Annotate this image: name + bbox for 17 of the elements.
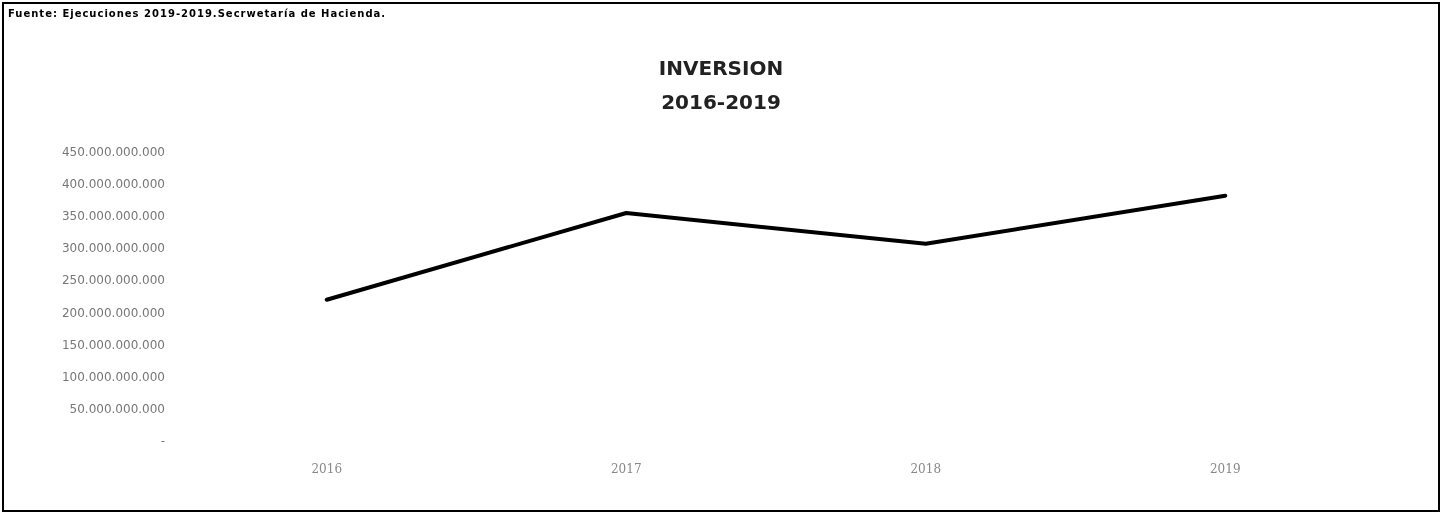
y-tick-label: 200.000.000.000 — [61, 305, 165, 320]
x-tick-label: 2019 — [1209, 462, 1241, 476]
line-series — [324, 193, 1228, 302]
y-tick-label: 450.000.000.000 — [61, 145, 165, 159]
y-tick-label: - — [160, 434, 165, 448]
x-tick-label: 2016 — [311, 462, 343, 476]
chart-title: INVERSION 2016-2019 — [658, 56, 784, 114]
source-note: Fuente: Ejecuciones 2019-2019.Secrwetaría de Hacienda. — [8, 8, 387, 19]
x-tick-label: 2018 — [910, 462, 942, 476]
y-tick-label: 250.000.000.000 — [61, 273, 165, 288]
y-tick-label: 50.000.000.000 — [69, 401, 165, 416]
x-tick-label: 2017 — [610, 462, 642, 476]
y-tick-label: 300.000.000.000 — [61, 241, 165, 256]
y-tick-label: 400.000.000.000 — [61, 177, 165, 192]
y-tick-label: 100.000.000.000 — [61, 369, 165, 384]
y-tick-label: 350.000.000.000 — [61, 209, 165, 224]
y-tick-label: 150.000.000.000 — [61, 337, 165, 352]
